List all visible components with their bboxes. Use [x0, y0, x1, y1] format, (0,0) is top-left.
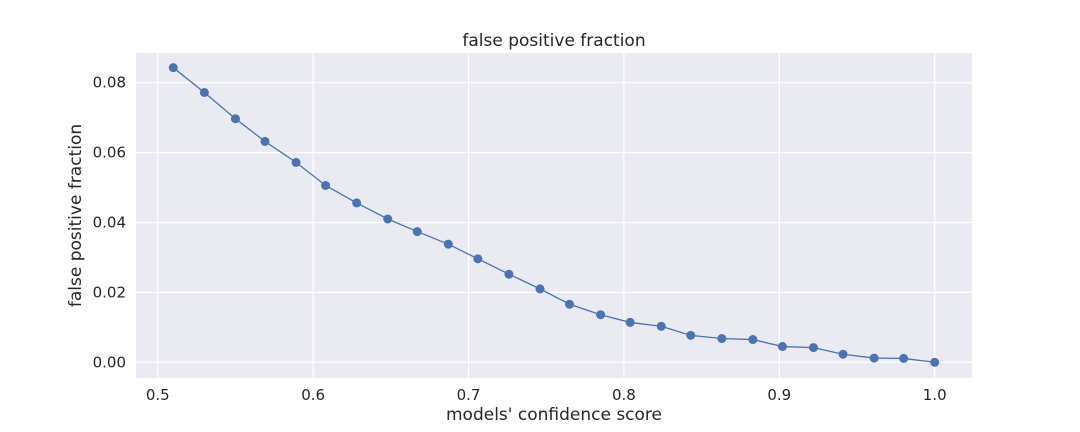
data-point — [838, 349, 848, 359]
x-tick-label: 0.6 — [301, 386, 325, 404]
y-axis-label: false positive fraction — [66, 124, 86, 307]
y-tick-label: 0.02 — [93, 283, 126, 301]
y-tick-label: 0.08 — [93, 74, 126, 92]
data-point — [230, 114, 240, 124]
x-tick-label: 0.8 — [612, 386, 636, 404]
data-point — [717, 334, 727, 344]
data-point — [383, 214, 393, 224]
data-point — [443, 239, 453, 249]
data-point — [473, 254, 483, 264]
y-tick-label: 0.00 — [93, 353, 126, 371]
data-point — [504, 269, 514, 279]
plot-area — [136, 53, 972, 378]
data-point — [535, 284, 545, 294]
x-tick-label: 0.5 — [146, 386, 170, 404]
data-point — [656, 321, 666, 331]
data-point — [199, 87, 209, 97]
y-tick-label: 0.04 — [93, 213, 126, 231]
x-tick-label: 0.9 — [767, 386, 791, 404]
x-axis: 0.5 0.6 0.7 0.8 0.9 1.0 — [146, 386, 947, 404]
data-point — [809, 343, 819, 353]
data-point — [869, 353, 879, 363]
data-point — [930, 357, 940, 367]
y-tick-label: 0.06 — [93, 144, 126, 162]
data-point — [168, 63, 178, 73]
x-tick-label: 0.7 — [457, 386, 481, 404]
y-axis: 0.00 0.02 0.04 0.06 0.08 — [93, 74, 126, 372]
data-point — [412, 227, 422, 237]
x-axis-label: models' confidence score — [446, 405, 662, 425]
grid — [136, 53, 972, 378]
data-point — [565, 299, 575, 309]
data-point — [321, 180, 331, 190]
series-layer — [168, 63, 940, 367]
data-point — [777, 342, 787, 352]
chart-title: false positive fraction — [462, 31, 645, 51]
data-point — [352, 198, 362, 208]
data-point — [291, 157, 301, 167]
data-point — [686, 330, 696, 340]
data-point — [899, 353, 909, 363]
data-point — [596, 310, 606, 320]
series-line — [172, 67, 935, 363]
data-point — [625, 317, 635, 327]
data-point — [260, 136, 270, 146]
x-tick-label: 1.0 — [923, 386, 947, 404]
data-point — [748, 335, 758, 345]
